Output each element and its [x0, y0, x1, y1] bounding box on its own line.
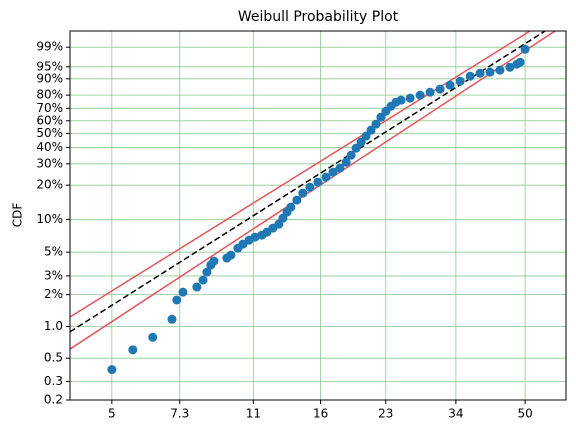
y-tick-label: 0.3 — [44, 374, 63, 388]
data-point — [346, 150, 356, 160]
data-point — [226, 250, 236, 260]
data-point — [356, 137, 366, 147]
y-tick-label: 60% — [36, 113, 63, 127]
y-tick-label: 20% — [36, 178, 63, 192]
data-point — [376, 112, 386, 122]
data-point — [435, 84, 445, 94]
data-point — [313, 177, 323, 187]
data-point — [107, 365, 117, 375]
data-point — [198, 275, 208, 285]
chart-title: Weibull Probability Plot — [238, 9, 399, 25]
data-point — [455, 76, 465, 86]
data-point — [405, 93, 415, 103]
fit-line — [70, 31, 546, 333]
y-tick-label: 2% — [44, 287, 63, 301]
x-tick-label: 16 — [313, 407, 328, 421]
data-point — [286, 202, 296, 212]
y-tick-label: 70% — [36, 101, 63, 115]
y-tick-label: 1.0 — [44, 319, 63, 333]
data-point — [178, 287, 188, 297]
plot-frame — [69, 30, 567, 401]
x-tick-label: 5 — [108, 407, 116, 421]
y-tick-label: 80% — [36, 88, 63, 102]
data-point — [167, 314, 177, 324]
y-tick-label: 0.5 — [44, 351, 63, 365]
data-point — [425, 87, 435, 97]
data-point — [209, 256, 219, 266]
x-tick-label: 7.3 — [170, 407, 189, 421]
data-point — [328, 167, 338, 177]
data-point — [515, 57, 525, 67]
data-point — [485, 67, 495, 77]
data-point — [192, 282, 202, 292]
data-point — [321, 172, 331, 182]
fit-line — [70, 31, 531, 318]
data-point — [250, 232, 260, 242]
y-tick-label: 0.2 — [44, 393, 63, 407]
data-point — [298, 188, 308, 198]
x-tick-label: 34 — [448, 407, 463, 421]
data-point — [495, 65, 505, 75]
data-point — [371, 119, 381, 129]
y-tick-label: 40% — [36, 140, 63, 154]
y-tick-label: 5% — [44, 245, 63, 259]
data-point — [366, 125, 376, 135]
data-point — [465, 71, 475, 81]
data-point — [445, 80, 455, 90]
data-point — [335, 163, 345, 173]
x-tick-label: 23 — [378, 407, 393, 421]
data-point — [396, 95, 406, 105]
y-tick-label: 10% — [36, 212, 63, 226]
data-point — [292, 195, 302, 205]
y-tick-label: 30% — [36, 156, 63, 170]
data-point — [415, 90, 425, 100]
data-point — [341, 157, 351, 167]
data-point — [148, 332, 158, 342]
y-axis-label: CDF — [11, 203, 25, 228]
y-tick-label: 90% — [36, 71, 63, 85]
data-point — [202, 267, 212, 277]
y-tick-label: 50% — [36, 126, 63, 140]
data-point — [520, 44, 530, 54]
data-point — [351, 143, 361, 153]
data-point — [172, 295, 182, 305]
y-tick-label: 99% — [36, 40, 63, 54]
data-point — [475, 68, 485, 78]
data-point — [305, 182, 315, 192]
x-tick-label: 11 — [246, 407, 261, 421]
data-point — [361, 131, 371, 141]
y-tick-label: 95% — [36, 59, 63, 73]
y-tick-label: 3% — [44, 268, 63, 282]
data-point — [505, 62, 515, 72]
data-point — [128, 345, 138, 355]
x-tick-label: 50 — [517, 407, 532, 421]
